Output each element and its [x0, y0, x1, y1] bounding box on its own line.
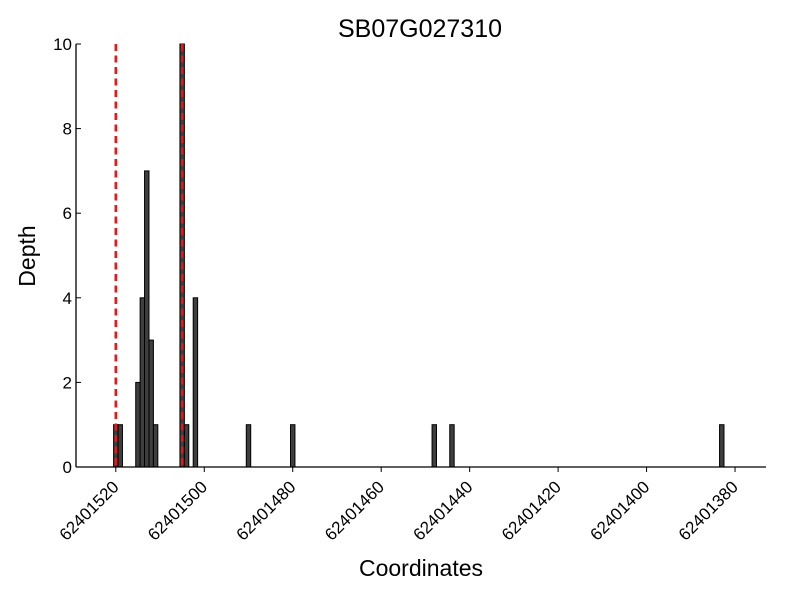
x-tick-label: 62401400 [586, 477, 653, 544]
y-tick-label: 8 [63, 120, 72, 139]
x-tick-label: 62401420 [498, 477, 565, 544]
y-tick-label: 2 [63, 373, 72, 392]
y-ticks-group: 0 2 4 6 8 10 [53, 35, 81, 477]
y-tick-label: 4 [63, 289, 72, 308]
x-ticks-group: 62401520 62401500 62401480 62401460 62401440… [56, 467, 742, 544]
depth-bar [290, 424, 296, 468]
chart-title: SB07G027310 [338, 15, 502, 43]
depth-bar [139, 297, 146, 468]
y-tick-label: 10 [53, 35, 72, 54]
x-axis-title: Coordinates [359, 555, 483, 581]
markers-group [114, 44, 184, 467]
x-tick-label: 62401500 [144, 477, 211, 544]
depth-bar [245, 424, 252, 468]
depth-bar [431, 424, 437, 468]
y-tick-label: 0 [63, 458, 72, 477]
x-tick-label: 62401480 [233, 477, 300, 544]
x-tick-label: 62401460 [321, 477, 388, 544]
x-tick-label: 62401380 [675, 477, 742, 544]
depth-bar [152, 424, 159, 468]
depth-bar [192, 297, 199, 468]
depth-bar [148, 339, 154, 468]
depth-bar [719, 424, 725, 468]
y-axis-title: Depth [14, 225, 40, 286]
depth-bar [183, 424, 190, 468]
depth-bar [449, 424, 455, 468]
y-tick-label: 6 [63, 204, 72, 223]
x-tick-label: 62401520 [56, 477, 123, 544]
bars-group [113, 43, 725, 468]
depth-bar [135, 381, 141, 468]
depth-bar [117, 424, 123, 468]
depth-bar [144, 170, 150, 468]
x-tick-label: 62401440 [410, 477, 477, 544]
